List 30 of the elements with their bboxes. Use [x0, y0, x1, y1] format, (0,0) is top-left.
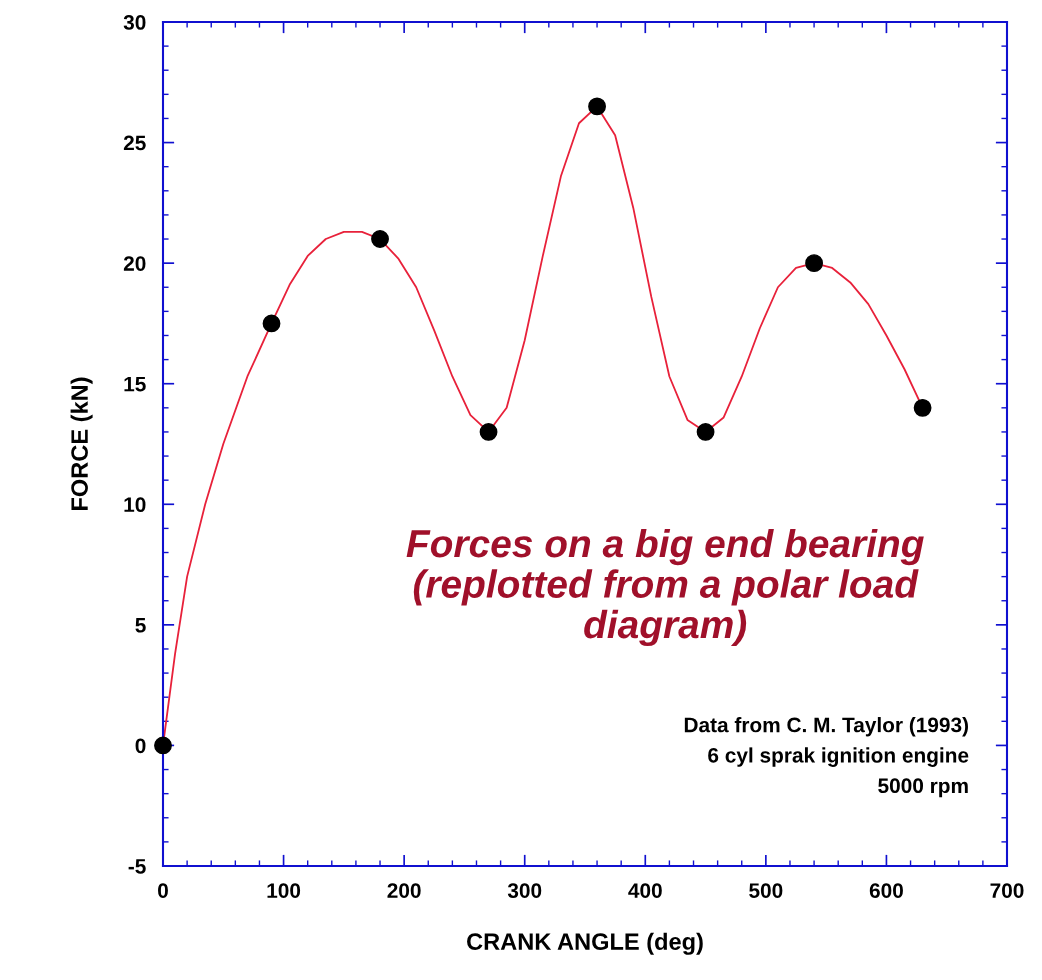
- y-tick-label: 0: [135, 738, 146, 754]
- annotation: 6 cyl sprak ignition engine: [708, 747, 969, 767]
- y-tick-label: 20: [123, 256, 146, 271]
- y-axis-title: FORCE (kN): [70, 377, 93, 510]
- x-tick-label: 200: [387, 883, 421, 898]
- x-tick-label: 700: [990, 883, 1024, 898]
- point: [588, 97, 606, 116]
- annotation: Data from C. M. Taylor (1993): [684, 717, 968, 737]
- y-tick-label: 5: [135, 618, 146, 633]
- annotation: 5000 rpm: [878, 778, 968, 798]
- x-tick-label: 600: [869, 883, 903, 898]
- y-tick-label: 25: [123, 135, 146, 151]
- text: Forces on a big end bearing (replotted from a polar load diagram): [406, 528, 924, 647]
- y-tick-label: 10: [124, 497, 146, 513]
- point: [805, 254, 823, 273]
- point: [371, 230, 389, 248]
- y-tick-label: -5: [128, 859, 146, 874]
- point: [479, 423, 498, 441]
- point: [913, 398, 932, 417]
- y-tick-label: 15: [124, 376, 146, 392]
- point: [154, 736, 172, 755]
- x-tick-label: 0: [158, 883, 168, 898]
- x-tick-label: 400: [628, 883, 662, 898]
- point: [696, 423, 715, 441]
- x-tick-label: 300: [507, 883, 542, 898]
- y-tick-label: 30: [123, 15, 146, 30]
- x-tick-label: 500: [749, 883, 783, 898]
- x-axis-title: CRANK ANGLE (deg): [467, 932, 703, 955]
- x-tick-label: 100: [267, 883, 301, 898]
- point: [262, 314, 281, 333]
